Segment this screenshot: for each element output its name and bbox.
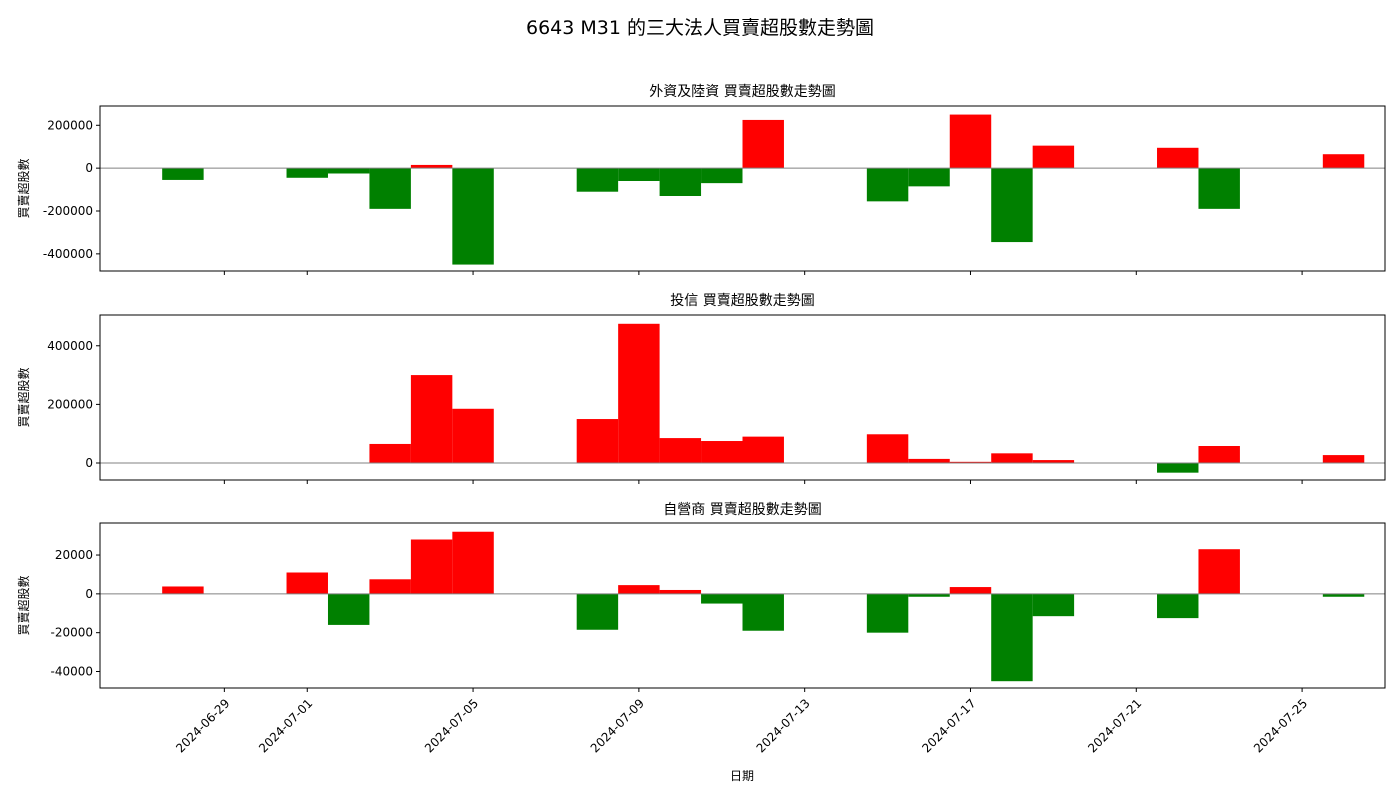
y-tick-label: 0 [85, 161, 93, 175]
panel-title: 外資及陸資 買賣超股數走勢圖 [649, 84, 835, 100]
x-tick-label: 2024-07-25 [1251, 696, 1310, 755]
figure-title: 6643 M31 的三大法人買賣超股數走勢圖 [526, 17, 874, 39]
y-axis-label: 買賣超股數 [16, 575, 31, 635]
y-tick-label: -40000 [50, 665, 93, 679]
bar-2024-07-08 [576, 419, 619, 463]
bar-2024-07-17 [949, 461, 992, 463]
bar-2024-07-04 [410, 539, 453, 594]
y-tick-label: 200000 [47, 397, 93, 411]
panel-title: 投信 買賣超股數走勢圖 [670, 293, 814, 309]
bar-2024-07-08 [576, 593, 619, 630]
bar-2024-07-04 [410, 164, 453, 169]
bar-2024-07-12 [742, 436, 784, 464]
bar-2024-07-15 [866, 434, 909, 463]
plot-frame [99, 522, 1386, 689]
chart-panels: 外資及陸資 買賣超股數走勢圖買賣超股數-400000-2000000200000… [16, 84, 1386, 755]
bar-2024-07-03 [369, 168, 411, 209]
bar-2024-07-19 [1032, 145, 1075, 169]
bar-2024-07-05 [452, 168, 494, 265]
y-tick-label: 200000 [47, 118, 93, 132]
bar-2024-07-26 [1322, 154, 1365, 169]
x-tick-label: 2024-07-17 [919, 696, 978, 755]
bar-2024-07-01 [286, 572, 328, 594]
bar-2024-07-16 [908, 168, 950, 187]
bar-2024-06-28 [162, 168, 204, 180]
bar-2024-07-11 [701, 168, 743, 184]
bar-2024-07-02 [327, 593, 370, 625]
bar-2024-07-26 [1322, 455, 1365, 463]
y-tick-label: -400000 [43, 247, 93, 261]
bar-2024-07-10 [659, 438, 702, 463]
y-tick-label: -20000 [50, 626, 93, 640]
bar-2024-07-17 [949, 587, 992, 594]
bar-2024-07-19 [1032, 460, 1075, 463]
x-tick-label: 2024-06-29 [173, 696, 232, 755]
x-tick-label: 2024-07-21 [1085, 696, 1144, 755]
bar-2024-07-09 [618, 585, 660, 594]
bar-2024-07-19 [1032, 593, 1075, 617]
bar-2024-07-11 [701, 593, 743, 604]
x-tick-label: 2024-07-09 [588, 696, 647, 755]
plot-frame [99, 105, 1386, 272]
bar-2024-07-09 [618, 323, 660, 463]
bar-2024-07-11 [701, 441, 743, 463]
bar-2024-06-28 [162, 586, 204, 594]
bar-2024-07-16 [908, 593, 950, 597]
bar-2024-07-18 [991, 593, 1033, 682]
bar-2024-07-22 [1157, 147, 1199, 169]
bar-2024-07-04 [410, 375, 453, 463]
x-tick-label: 2024-07-13 [754, 696, 813, 755]
y-tick-label: 0 [85, 456, 93, 470]
y-tick-label: 20000 [55, 548, 93, 562]
bar-2024-07-09 [618, 168, 660, 181]
bar-2024-07-12 [742, 593, 784, 631]
bar-2024-07-17 [949, 114, 992, 169]
bar-2024-07-15 [866, 593, 909, 633]
bar-2024-07-08 [576, 168, 619, 192]
bar-2024-07-01 [286, 168, 328, 178]
bar-2024-07-23 [1198, 168, 1240, 209]
bar-2024-07-23 [1198, 549, 1240, 594]
panel-title: 自營商 買賣超股數走勢圖 [663, 502, 821, 518]
y-tick-label: 0 [85, 587, 93, 601]
bar-2024-07-02 [327, 168, 370, 174]
x-axis-label: 日期 [730, 769, 754, 783]
bar-2024-07-22 [1157, 463, 1199, 473]
bar-2024-07-23 [1198, 446, 1240, 463]
bar-2024-07-16 [908, 458, 950, 463]
y-axis-label: 買賣超股數 [16, 367, 31, 427]
bar-2024-07-05 [452, 408, 494, 463]
bar-2024-07-18 [991, 453, 1033, 463]
bar-2024-07-03 [369, 579, 411, 594]
y-axis-label: 買賣超股數 [16, 158, 31, 218]
bar-2024-07-18 [991, 168, 1033, 243]
bar-2024-07-15 [866, 168, 909, 202]
bar-2024-07-12 [742, 119, 784, 169]
plot-frame [99, 314, 1386, 481]
bar-2024-07-26 [1322, 593, 1365, 597]
bar-2024-07-03 [369, 443, 411, 463]
bar-2024-07-10 [659, 589, 702, 594]
bar-2024-07-22 [1157, 593, 1199, 619]
bar-2024-07-10 [659, 168, 702, 196]
bar-2024-07-05 [452, 531, 494, 594]
x-tick-label: 2024-07-05 [422, 696, 481, 755]
y-tick-label: -200000 [43, 204, 93, 218]
y-tick-label: 400000 [47, 339, 93, 353]
x-tick-label: 2024-07-01 [256, 696, 315, 755]
